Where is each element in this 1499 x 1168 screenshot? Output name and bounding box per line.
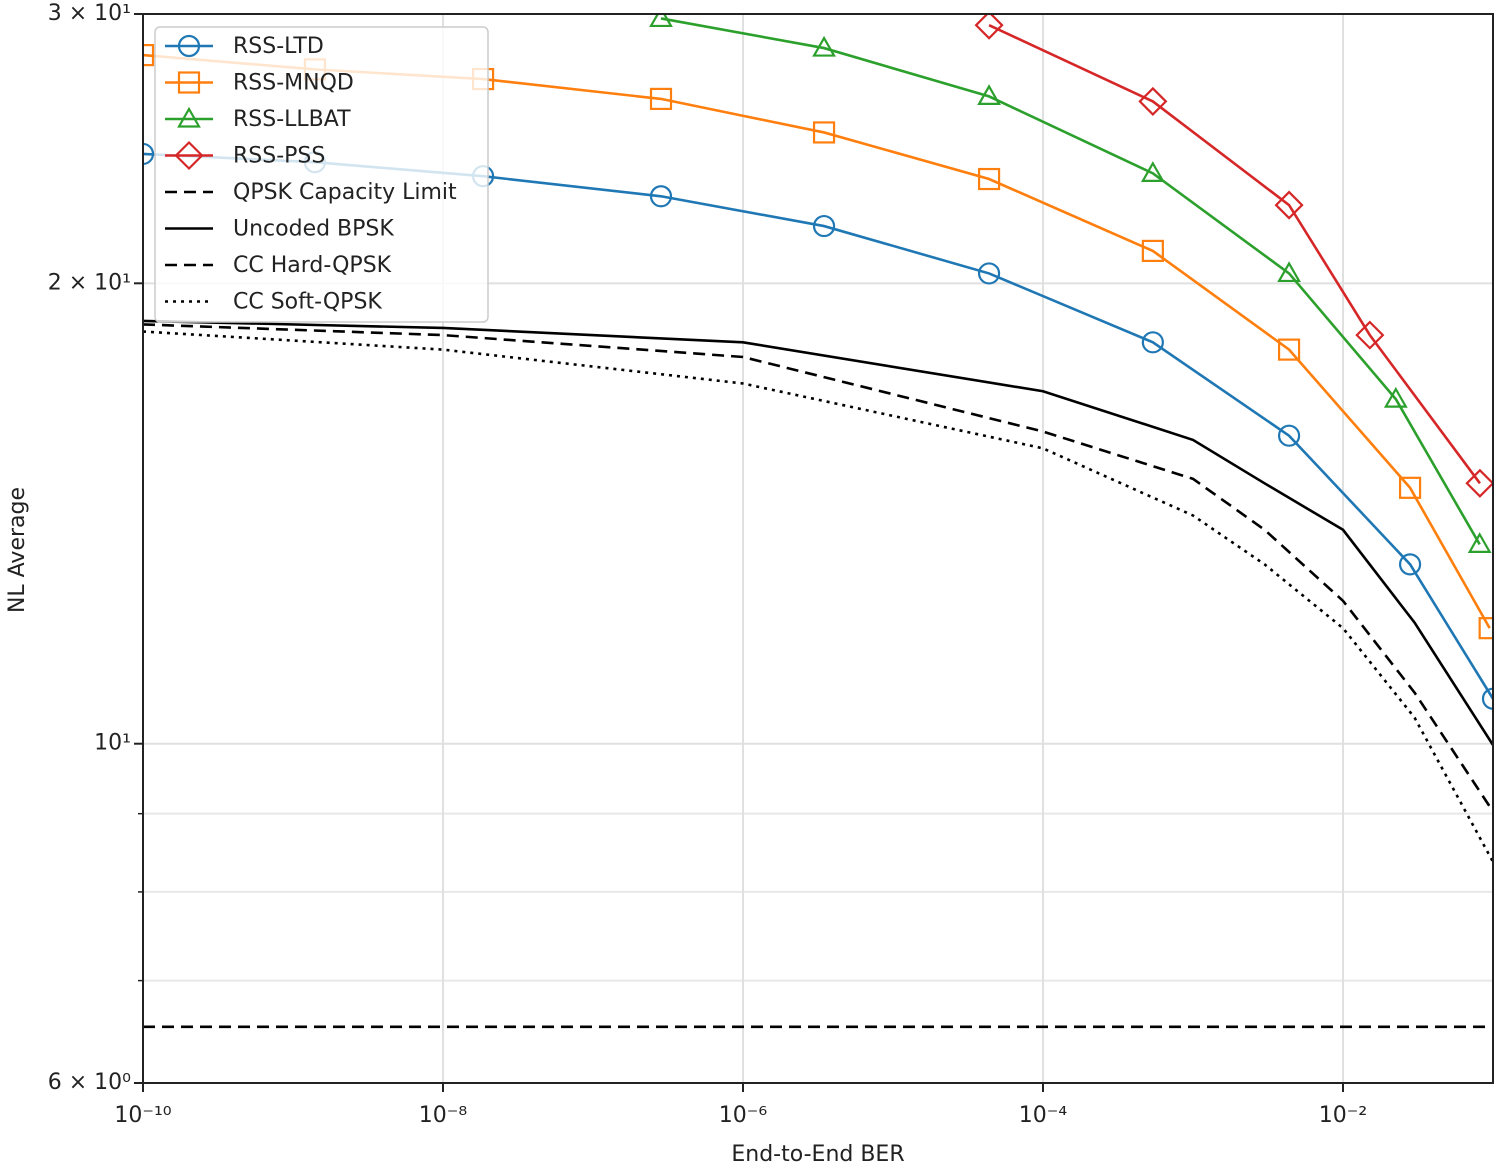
marker (143, 43, 155, 67)
series-line (988, 23, 1481, 485)
marker (1141, 239, 1164, 263)
marker (649, 87, 673, 111)
marker (1274, 190, 1304, 220)
y-tick-label: 6 × 10⁰ (48, 1070, 131, 1095)
marker (1355, 320, 1385, 350)
legend-label: RSS-MNQD (233, 71, 354, 96)
x-tick-label: 10⁻⁸ (419, 1103, 468, 1128)
y-axis-label: NL Average (5, 487, 30, 613)
marker (1140, 161, 1165, 182)
marker (974, 14, 1004, 40)
plot-frame (142, 13, 1494, 1084)
legend-label: RSS-LLBAT (233, 107, 351, 132)
x-tick-label: 10⁻⁶ (719, 1103, 768, 1128)
marker (1277, 338, 1301, 361)
marker (1277, 261, 1301, 283)
marker (1383, 386, 1408, 408)
marker (1478, 617, 1493, 640)
marker (649, 185, 673, 208)
series-line (660, 17, 1481, 546)
x-axis-label: End-to-End BER (731, 1142, 904, 1167)
marker (177, 106, 201, 128)
x-tick-label: 10⁻² (1319, 1103, 1367, 1128)
marker (1467, 532, 1492, 553)
legend-label: QPSK Capacity Limit (233, 180, 457, 205)
legend-label: RSS-LTD (233, 34, 324, 59)
series-line (143, 330, 1493, 863)
marker (177, 71, 201, 94)
marker (177, 34, 201, 58)
marker (977, 84, 1001, 105)
marker (1398, 553, 1422, 576)
legend-label: Uncoded BPSK (233, 217, 394, 242)
y-tick-label: 2 × 10¹ (48, 270, 131, 295)
legend-label: CC Hard-QPSK (233, 253, 392, 278)
series-line (143, 323, 1493, 813)
legend-box (154, 26, 489, 323)
marker (1277, 424, 1301, 447)
marker (812, 214, 836, 238)
marker (1465, 468, 1493, 498)
marker (1138, 86, 1168, 116)
x-tick-label: 10⁻⁴ (1019, 1103, 1068, 1128)
legend-label: CC Soft-QPSK (233, 290, 382, 315)
marker (1481, 687, 1493, 710)
series-line (143, 319, 1493, 746)
y-tick-label: 3 × 10¹ (48, 1, 131, 26)
marker (174, 140, 204, 171)
legend-label: RSS-PSS (233, 144, 325, 169)
y-tick-label: 10¹ (94, 731, 131, 756)
marker (1141, 331, 1164, 354)
marker (143, 142, 155, 166)
marker (812, 121, 836, 144)
marker (977, 262, 1001, 285)
marker (649, 14, 673, 28)
x-tick-label: 10⁻¹⁰ (114, 1103, 171, 1128)
marker (1398, 476, 1422, 499)
marker (977, 167, 1001, 191)
marker (812, 35, 836, 57)
